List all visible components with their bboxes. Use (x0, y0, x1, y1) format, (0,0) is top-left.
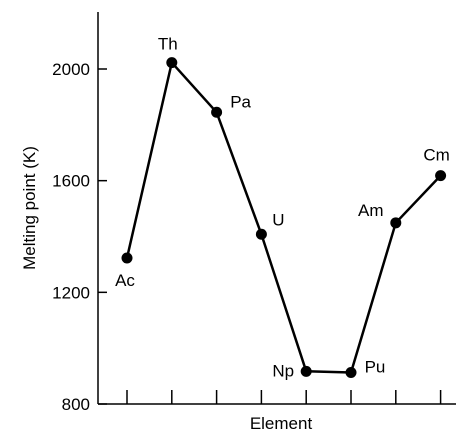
plot-frame (97, 12, 456, 405)
data-point-ac (121, 252, 133, 264)
series-line-group (125, 61, 442, 374)
point-label-cm: Cm (423, 146, 449, 165)
y-tick-label: 1600 (52, 172, 90, 191)
point-label-am: Am (358, 201, 384, 220)
data-point-np (300, 365, 312, 377)
point-label-th: Th (158, 35, 178, 54)
data-point-th (166, 57, 178, 69)
data-point-cm (435, 170, 447, 182)
y-tick-label: 1200 (52, 283, 90, 302)
point-labels: Ac Th Pa U Np Pu Am Cm (115, 35, 450, 381)
data-point-u (255, 228, 267, 240)
data-point-pa (211, 106, 223, 118)
y-ticks: 800 1200 1600 2000 (52, 60, 107, 414)
point-label-np: Np (272, 361, 294, 380)
series-line (125, 61, 442, 374)
data-point-pu (345, 366, 357, 378)
data-points (121, 57, 447, 378)
point-label-pa: Pa (230, 92, 251, 111)
point-label-ac: Ac (115, 271, 135, 290)
y-tick-label: 800 (62, 395, 90, 414)
point-label-u: U (272, 210, 284, 229)
data-point-am (390, 217, 402, 229)
point-label-pu: Pu (365, 357, 386, 376)
x-ticks (126, 390, 442, 404)
x-axis-title: Element (250, 414, 313, 433)
y-tick-label: 2000 (52, 60, 90, 79)
y-axis-title: Melting point (K) (20, 146, 39, 270)
